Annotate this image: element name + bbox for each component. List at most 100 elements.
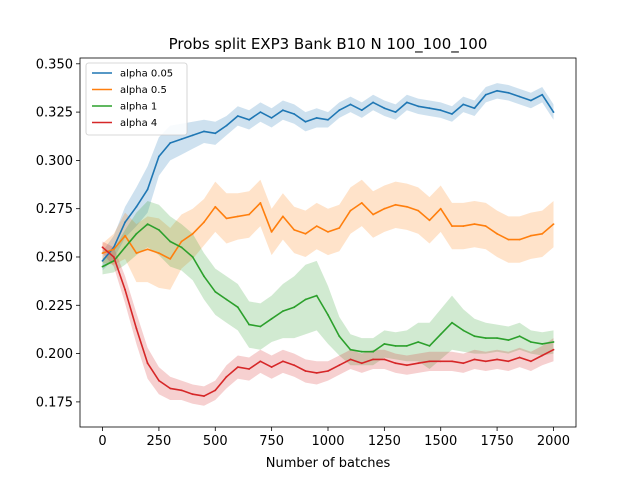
point-alpha-1-1450 <box>428 345 431 347</box>
point-alpha-1-1950 <box>541 343 544 345</box>
point-alpha-0-5-700 <box>259 202 262 204</box>
point-alpha-0-5-500 <box>214 205 217 208</box>
point-alpha-0-05-1600 <box>462 103 465 106</box>
y-tick-label-0.175: 0.175 <box>36 395 73 410</box>
point-alpha-0-05-600 <box>236 115 239 117</box>
band-alpha-4 <box>102 241 554 406</box>
y-tick-label-0.35: 0.350 <box>36 57 73 72</box>
point-alpha-0-05-950 <box>315 117 318 119</box>
point-alpha-0-05-550 <box>225 124 228 127</box>
chart-title: Probs split EXP3 Bank B10 N 100_100_100 <box>169 35 488 54</box>
point-alpha-4-1500 <box>439 360 442 363</box>
point-alpha-0-5-850 <box>293 229 296 231</box>
point-alpha-1-1700 <box>484 337 487 339</box>
point-alpha-4-600 <box>236 366 239 368</box>
point-alpha-1-1850 <box>518 335 521 338</box>
point-alpha-4-1550 <box>451 360 453 363</box>
point-alpha-1-2000 <box>552 341 555 343</box>
point-alpha-1-1550 <box>451 321 453 324</box>
point-alpha-1-1500 <box>439 333 442 336</box>
point-alpha-1-0 <box>101 265 104 268</box>
point-alpha-4-1200 <box>372 358 374 361</box>
point-alpha-1-350 <box>180 246 183 249</box>
x-tick-label-0: 0 <box>98 434 106 449</box>
point-alpha-4-1450 <box>428 360 431 363</box>
point-alpha-4-1050 <box>338 364 341 367</box>
legend: alpha 0.05 alpha 0.5 alpha 1 alpha 4 <box>85 62 188 136</box>
point-alpha-0-05-400 <box>191 134 194 137</box>
point-alpha-4-200 <box>146 362 149 365</box>
point-alpha-1-1600 <box>462 329 465 332</box>
y-tick-label-0.275: 0.275 <box>36 202 73 217</box>
point-alpha-0-5-1000 <box>327 231 329 233</box>
legend-label-alpha-0-5: alpha 0.5 <box>120 85 167 96</box>
point-alpha-0-5-1600 <box>462 225 465 228</box>
point-alpha-0-05-250 <box>158 155 160 158</box>
x-tick-label-1500: 1500 <box>424 434 457 449</box>
point-alpha-4-700 <box>259 360 262 363</box>
point-alpha-0-05-1500 <box>439 109 442 112</box>
x-axis-title: Number of batches <box>266 456 391 471</box>
point-alpha-0-5-1850 <box>518 238 521 241</box>
point-alpha-0-5-650 <box>248 213 251 216</box>
point-alpha-0-5-100 <box>124 234 126 237</box>
point-alpha-0-05-650 <box>248 118 251 121</box>
band-alpha-1 <box>102 201 554 369</box>
point-alpha-0-05-1250 <box>383 107 386 110</box>
point-alpha-0-5-1800 <box>507 238 510 241</box>
point-alpha-4-1950 <box>541 354 544 357</box>
point-alpha-0-05-350 <box>180 138 183 141</box>
point-alpha-4-850 <box>293 364 296 367</box>
point-alpha-4-50 <box>112 256 115 258</box>
point-alpha-0-05-1000 <box>327 118 329 121</box>
point-alpha-1-400 <box>191 256 194 258</box>
point-alpha-1-1400 <box>417 341 420 343</box>
point-alpha-4-950 <box>315 372 318 374</box>
point-alpha-1-1050 <box>338 335 341 338</box>
point-alpha-1-1750 <box>496 337 498 339</box>
x-tick-label-1250: 1250 <box>368 434 401 449</box>
point-alpha-1-1800 <box>507 339 510 341</box>
point-alpha-0-05-1550 <box>451 113 453 115</box>
point-alpha-1-550 <box>225 298 228 301</box>
point-alpha-0-5-1350 <box>406 205 408 208</box>
point-alpha-0-5-350 <box>180 240 183 243</box>
x-tick-label-1750: 1750 <box>481 434 514 449</box>
point-alpha-0-05-300 <box>169 142 172 144</box>
point-alpha-0-5-1900 <box>530 234 532 237</box>
x-tick-label-1000: 1000 <box>311 434 344 449</box>
point-alpha-0-5-1650 <box>473 223 476 226</box>
point-alpha-1-200 <box>146 223 149 226</box>
point-alpha-4-1850 <box>518 356 521 359</box>
point-alpha-4-350 <box>180 389 183 392</box>
point-alpha-1-1100 <box>349 348 352 351</box>
point-alpha-4-1250 <box>383 358 386 361</box>
point-alpha-4-300 <box>169 387 172 390</box>
point-alpha-0-05-1150 <box>360 109 363 112</box>
point-alpha-0-5-50 <box>112 248 115 251</box>
point-alpha-0-5-400 <box>191 232 194 235</box>
x-axis: 0 250 500 750 1000 1250 1500 1750 2000 <box>98 427 570 449</box>
x-tick-label-2000: 2000 <box>537 434 570 449</box>
point-alpha-0-05-150 <box>135 205 138 208</box>
point-alpha-0-05-1850 <box>518 95 521 98</box>
point-alpha-4-550 <box>225 375 228 378</box>
point-alpha-0-5-1700 <box>484 225 487 228</box>
point-alpha-4-1750 <box>496 358 498 361</box>
point-alpha-0-05-1400 <box>417 105 420 108</box>
point-alpha-4-1400 <box>417 362 420 365</box>
point-alpha-1-1000 <box>327 314 329 316</box>
point-alpha-0-5-1400 <box>417 209 420 212</box>
legend-box <box>85 62 188 136</box>
point-alpha-0-5-300 <box>169 258 172 260</box>
point-alpha-1-1200 <box>372 350 374 353</box>
point-alpha-0-05-100 <box>124 221 126 224</box>
point-alpha-4-500 <box>214 389 217 392</box>
y-tick-label-0.325: 0.325 <box>36 106 73 121</box>
point-alpha-1-500 <box>214 290 217 293</box>
point-alpha-0-5-600 <box>236 215 239 218</box>
point-alpha-1-1300 <box>394 345 397 347</box>
point-alpha-0-5-250 <box>158 252 160 255</box>
point-alpha-4-1800 <box>507 360 510 363</box>
